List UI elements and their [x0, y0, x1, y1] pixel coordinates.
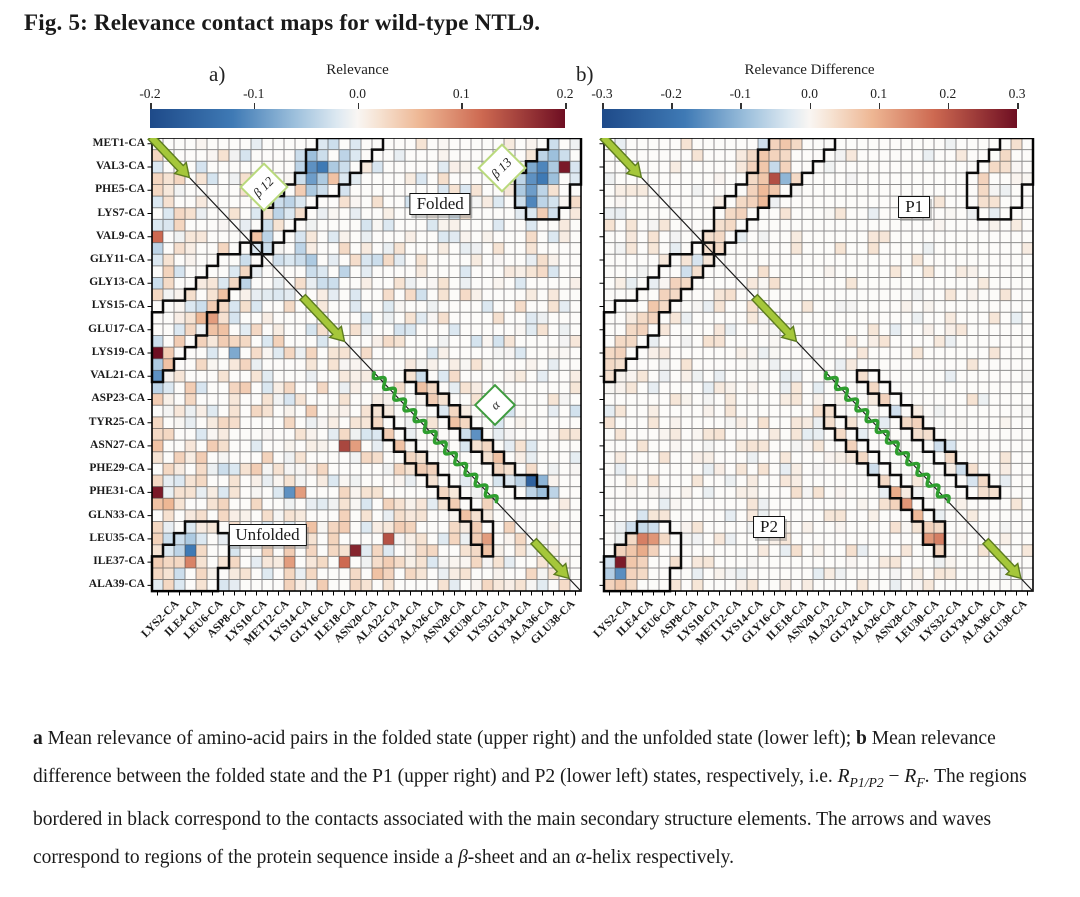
axis-label-y: ILE37-CA	[93, 555, 145, 568]
caption-segment: -helix respectively.	[585, 847, 734, 869]
colorbar-tick-label: 0.2	[939, 86, 957, 101]
state-label-p1: P1	[898, 195, 931, 218]
colorbar-tick	[671, 103, 673, 109]
colorbar-tick	[461, 103, 463, 109]
axis-label-y: MET1-CA	[92, 136, 145, 149]
colorbar-tick-label: -0.1	[729, 86, 752, 101]
panel-label-b: b)	[576, 62, 594, 86]
caption-segment: Mean relevance of amino-acid pairs in th…	[47, 727, 857, 749]
colorbar-tick-label: -0.1	[243, 86, 265, 101]
axis-label-y: GLY13-CA	[89, 276, 145, 289]
axis-label-y: TYR25-CA	[88, 415, 145, 428]
axis-label-y: GLY11-CA	[89, 253, 145, 265]
caption-segment: Mean relevance difference between the fo…	[33, 727, 996, 787]
colorbar-tick	[150, 103, 152, 109]
colorbar-tick-label: -0.2	[660, 86, 682, 101]
panel-label-a: a)	[209, 62, 226, 86]
caption-segment: α	[575, 847, 586, 869]
axis-label-y: PHE5-CA	[95, 183, 145, 196]
axis-label-y: PHE31-CA	[89, 485, 145, 498]
colorbar-tick	[357, 103, 359, 109]
secondary-structure-label-text: β 12	[250, 173, 278, 200]
state-label-p2: P2	[753, 516, 785, 539]
caption-segment: a	[33, 727, 48, 749]
axis-label-y: GLN33-CA	[88, 508, 145, 521]
colorbar-tick-label: -0.3	[591, 86, 613, 101]
colorbar-tick	[809, 103, 811, 109]
colorbar-tick-label: 0.0	[349, 86, 366, 101]
state-label-folded: Folded	[409, 193, 471, 216]
colorbar-tick	[565, 103, 567, 109]
axis-label-y: VAL21-CA	[90, 369, 145, 382]
colorbar-title-a: Relevance	[326, 62, 389, 78]
secondary-structure-label-text: β 13	[488, 154, 515, 182]
axis-label-y: VAL9-CA	[96, 229, 145, 242]
axis-label-y: ASN27-CA	[90, 438, 145, 451]
axis-label-y: VAL3-CA	[96, 160, 145, 173]
colorbar-tick	[878, 103, 881, 109]
caption-segment: R	[837, 765, 850, 787]
colorbar-tick-label: 0.3	[1008, 86, 1026, 101]
colorbar-tick-label: 0.1	[870, 86, 888, 101]
state-label-unfolded: Unfolded	[228, 524, 307, 547]
contact-map-a-canvas	[144, 138, 585, 599]
axis-label-y: LEU35-CA	[89, 531, 145, 544]
caption-segment: . The regions bordered in black correspo…	[33, 765, 1027, 869]
caption-segment: F	[916, 774, 925, 790]
axis-label-y: LYS7-CA	[97, 206, 145, 219]
caption-segment: -sheet and an	[467, 847, 576, 869]
colorbar-tick	[253, 103, 256, 109]
colorbar-tick-label: 0.2	[556, 86, 574, 101]
axis-label-y: LYS19-CA	[91, 345, 145, 358]
colorbar-title-b: Relevance Difference	[744, 62, 875, 78]
colorbar-tick	[1017, 103, 1019, 109]
colorbar-b	[602, 109, 1017, 128]
colorbar-tick-label: 0.0	[801, 86, 818, 101]
axis-label-y: GLU17-CA	[88, 322, 145, 335]
axis-label-y: ASP23-CA	[91, 392, 145, 405]
axis-label-y: LYS15-CA	[91, 299, 145, 312]
axis-label-y: PHE29-CA	[89, 462, 145, 475]
colorbar-tick	[947, 103, 950, 109]
caption-segment: R	[904, 765, 917, 787]
caption-segment: −	[883, 765, 905, 787]
colorbar-tick	[602, 103, 604, 109]
colorbar-a	[150, 109, 565, 128]
caption-segment: P1/P2	[849, 774, 884, 790]
contact-map-b-canvas	[596, 138, 1037, 599]
colorbar-tick-label: -0.2	[139, 86, 161, 101]
caption-segment: b	[856, 727, 872, 749]
colorbar-tick-label: 0.1	[452, 86, 470, 101]
colorbar-tick	[740, 103, 742, 109]
axis-label-y: ALA39-CA	[88, 578, 145, 591]
figure-caption: a Mean relevance of amino-acid pairs in …	[33, 720, 1047, 878]
secondary-structure-label-text: α	[487, 397, 503, 413]
caption-segment: β	[458, 847, 468, 869]
figure-title: Fig. 5: Relevance contact maps for wild-…	[24, 10, 541, 35]
